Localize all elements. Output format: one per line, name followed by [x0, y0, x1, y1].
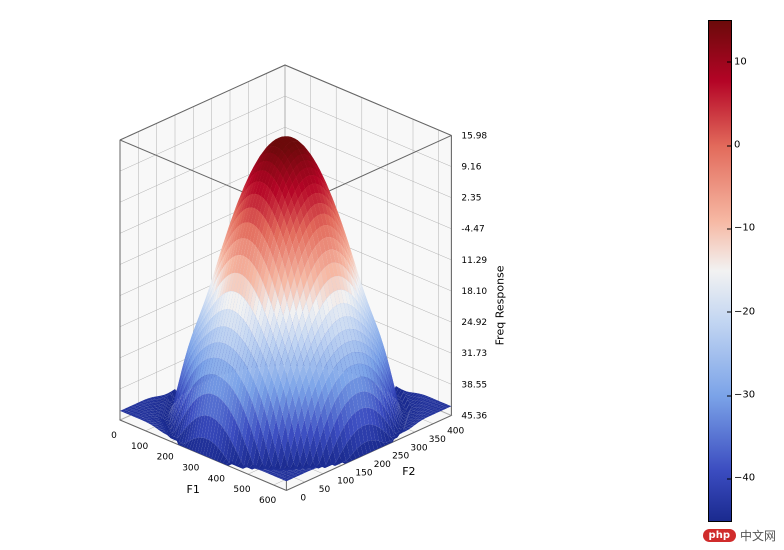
- svg-text:0: 0: [300, 493, 306, 503]
- svg-text:Freq Response: Freq Response: [493, 265, 506, 345]
- svg-text:200: 200: [157, 453, 174, 463]
- watermark-text: 中文网: [740, 527, 776, 544]
- colorbar-tick: −40: [734, 473, 755, 484]
- svg-text:250: 250: [392, 452, 409, 462]
- svg-text:50: 50: [319, 485, 331, 495]
- colorbar-ticks: −40 −30 −20 −10 0 10: [734, 20, 764, 520]
- surface-plot-3d: 0100200300400500600050100150200250300350…: [10, 10, 690, 530]
- colorbar: [708, 20, 732, 522]
- svg-text:600: 600: [259, 496, 276, 506]
- svg-text:9.16: 9.16: [461, 163, 481, 173]
- svg-text:100: 100: [131, 442, 148, 452]
- watermark: php 中文网: [703, 527, 776, 544]
- svg-text:45.36: 45.36: [461, 411, 487, 421]
- svg-text:38.55: 38.55: [461, 380, 487, 390]
- colorbar-tick: 0: [734, 140, 740, 151]
- svg-text:350: 350: [429, 435, 446, 445]
- svg-text:11.29: 11.29: [461, 256, 487, 266]
- colorbar-tick: 10: [734, 56, 747, 67]
- svg-text:100: 100: [337, 477, 354, 487]
- svg-text:150: 150: [355, 468, 372, 478]
- svg-text:400: 400: [447, 427, 464, 437]
- svg-text:18.10: 18.10: [461, 287, 487, 297]
- svg-text:2.35: 2.35: [461, 194, 481, 204]
- svg-text:200: 200: [374, 460, 391, 470]
- svg-text:-4.47: -4.47: [461, 225, 484, 235]
- svg-text:400: 400: [208, 474, 225, 484]
- svg-text:F2: F2: [402, 465, 415, 478]
- svg-text:31.73: 31.73: [461, 349, 487, 359]
- watermark-badge: php: [703, 529, 736, 542]
- svg-text:24.92: 24.92: [461, 318, 487, 328]
- svg-text:0: 0: [111, 431, 117, 441]
- colorbar-tick: −30: [734, 390, 755, 401]
- colorbar-tick: −20: [734, 306, 755, 317]
- svg-text:F1: F1: [187, 483, 200, 496]
- svg-text:300: 300: [410, 443, 427, 453]
- svg-text:300: 300: [182, 463, 199, 473]
- svg-text:500: 500: [233, 485, 250, 495]
- colorbar-tick: −10: [734, 223, 755, 234]
- svg-text:15.98: 15.98: [461, 131, 487, 141]
